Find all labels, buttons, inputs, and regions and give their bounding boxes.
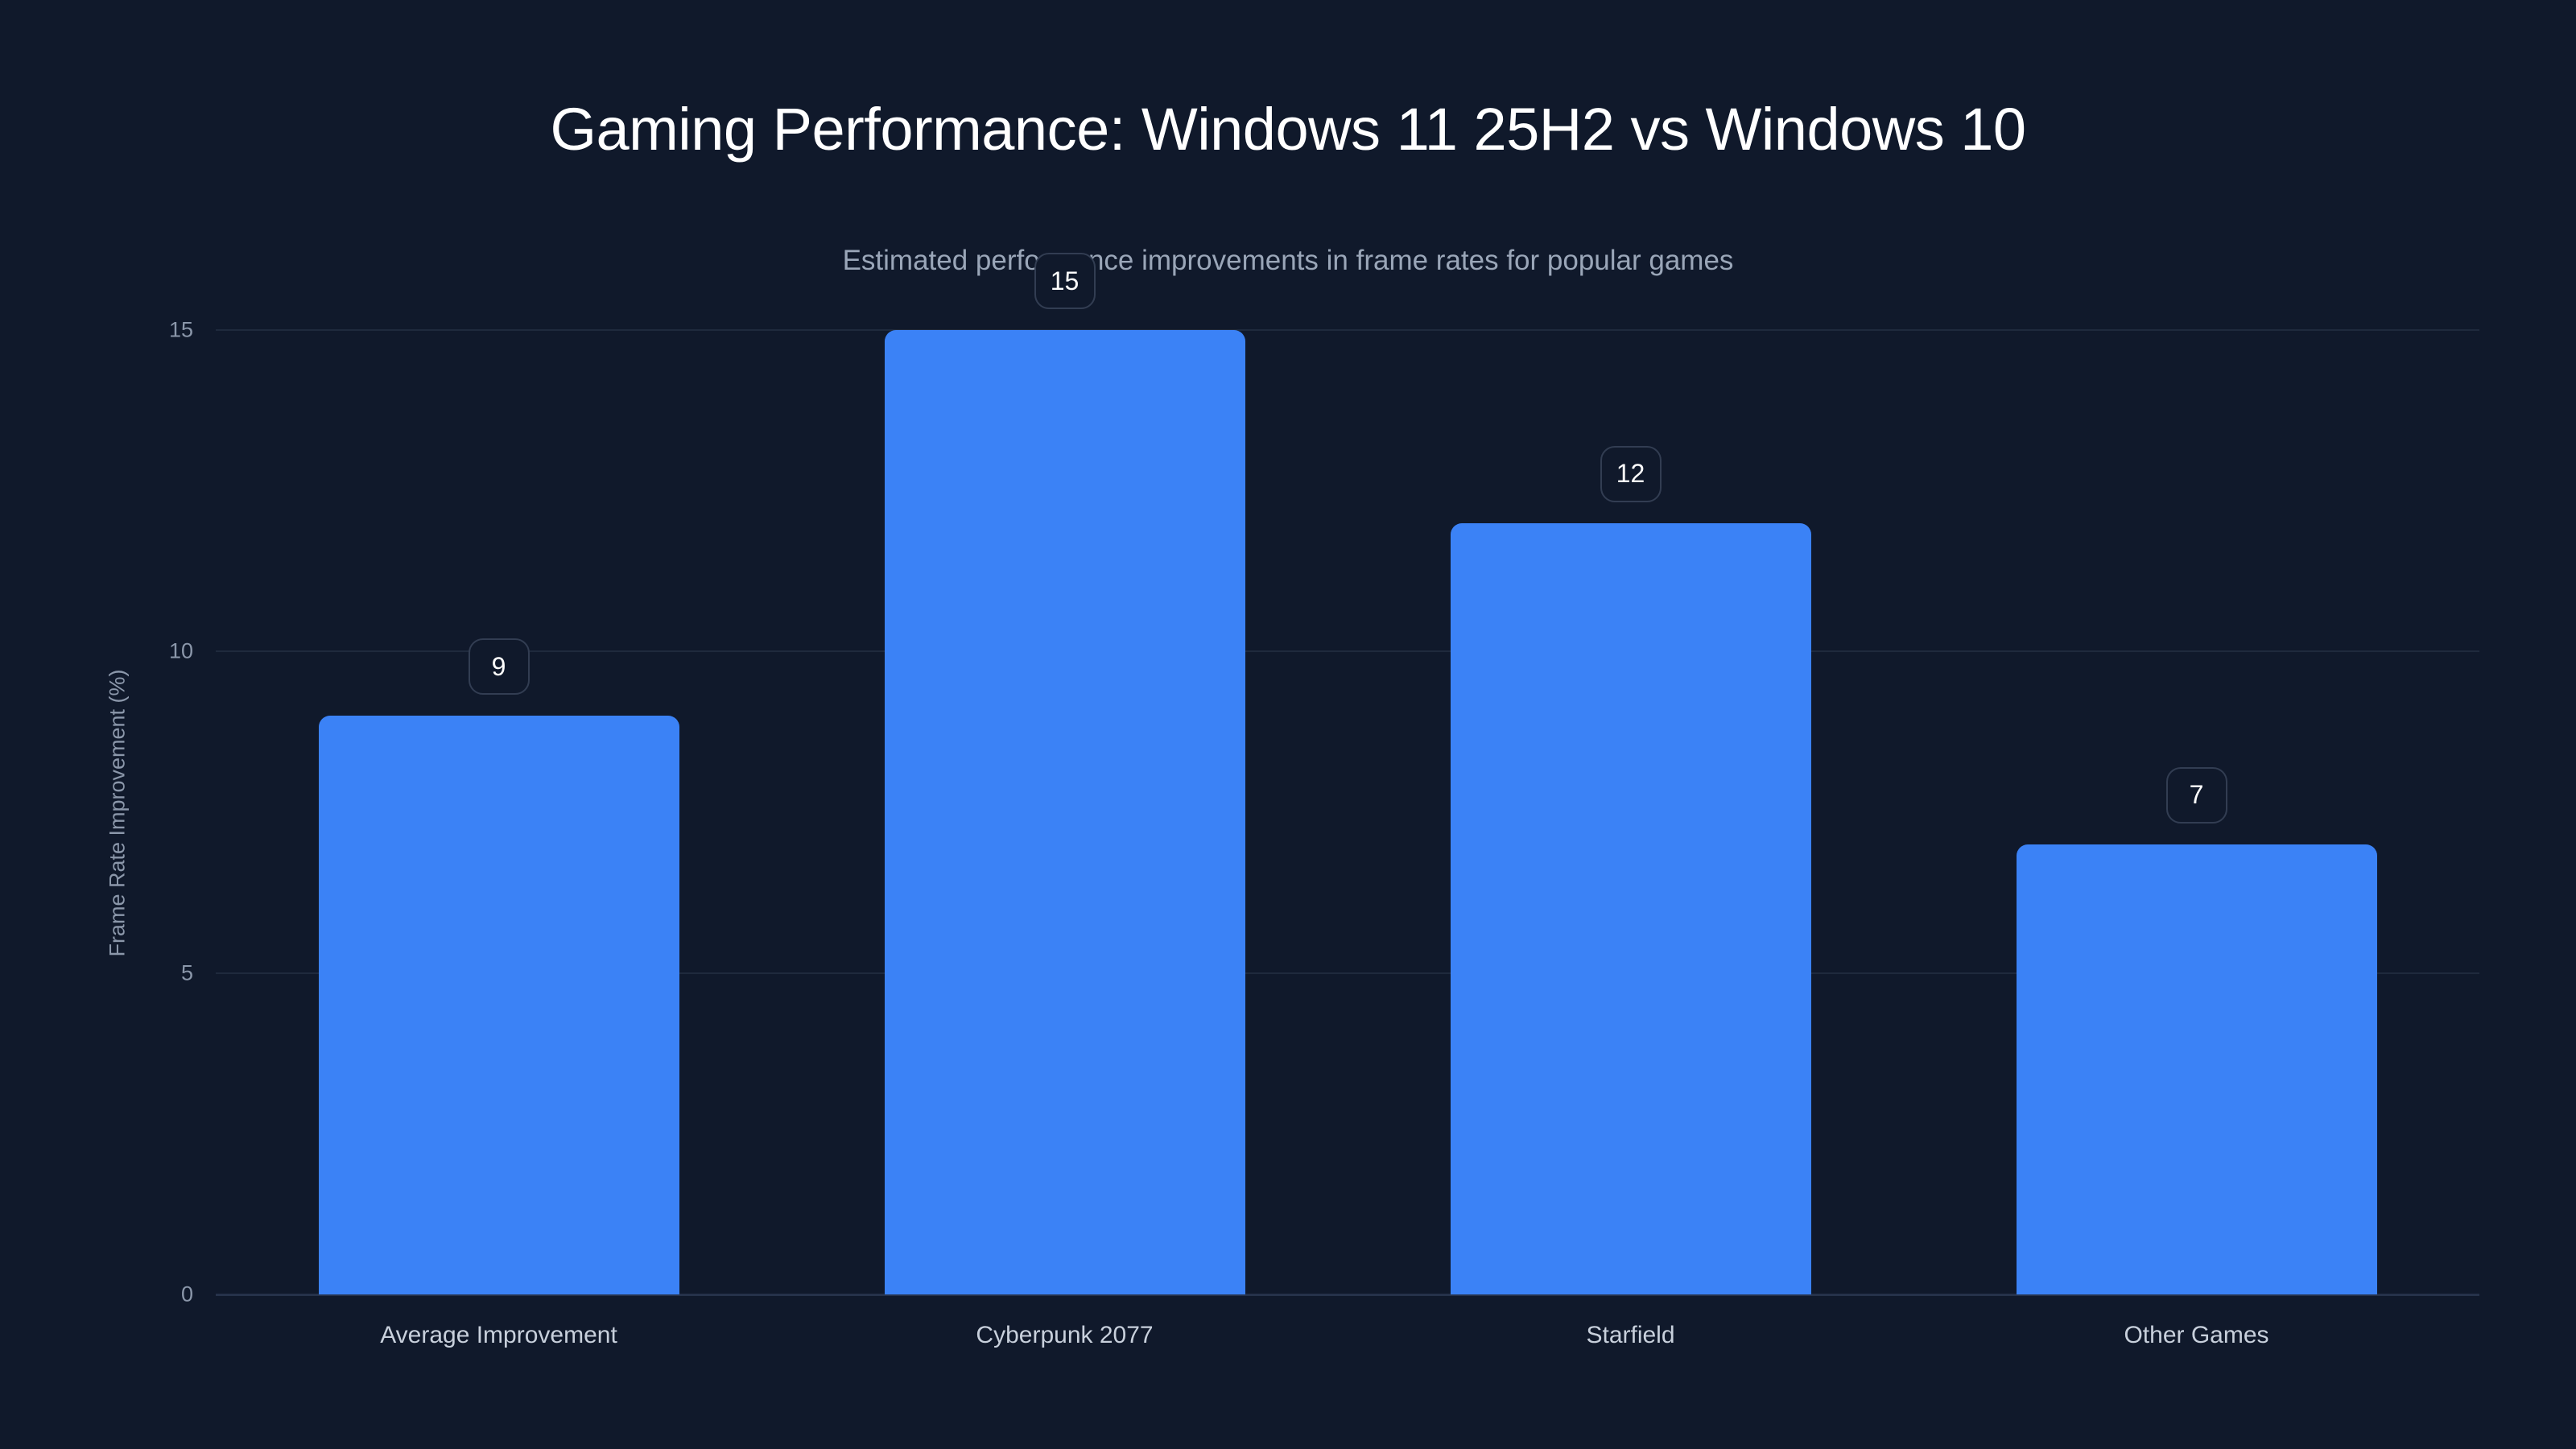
x-tick-label: Other Games — [2124, 1322, 2269, 1348]
bar-starfield[interactable] — [1450, 522, 1811, 1294]
y-tick-label: 0 — [180, 1282, 193, 1307]
value-label: 12 — [1600, 445, 1662, 502]
x-tick-label: Average Improvement — [380, 1322, 617, 1348]
x-tick-label: Cyberpunk 2077 — [976, 1322, 1154, 1348]
bar-average-improvement[interactable] — [318, 716, 679, 1294]
gridline — [216, 329, 2479, 331]
y-axis-label: Frame Rate Improvement (%) — [105, 669, 130, 957]
bar-cyberpunk-2077[interactable] — [884, 330, 1245, 1294]
bar-other-games[interactable] — [2016, 844, 2377, 1294]
gridline — [216, 650, 2479, 653]
gridline — [216, 972, 2479, 974]
x-axis-line — [216, 1294, 2479, 1296]
y-tick-label: 5 — [180, 960, 193, 985]
value-label: 7 — [2165, 766, 2227, 824]
y-tick-label: 15 — [168, 317, 193, 342]
value-label: 9 — [468, 638, 530, 696]
y-tick-label: 10 — [168, 638, 193, 663]
value-label: 15 — [1034, 253, 1096, 309]
chart-subtitle: Estimated performance improvements in fr… — [842, 245, 1734, 276]
chart-title: Gaming Performance: Windows 11 25H2 vs W… — [550, 96, 2026, 163]
x-tick-label: Starfield — [1586, 1322, 1675, 1348]
